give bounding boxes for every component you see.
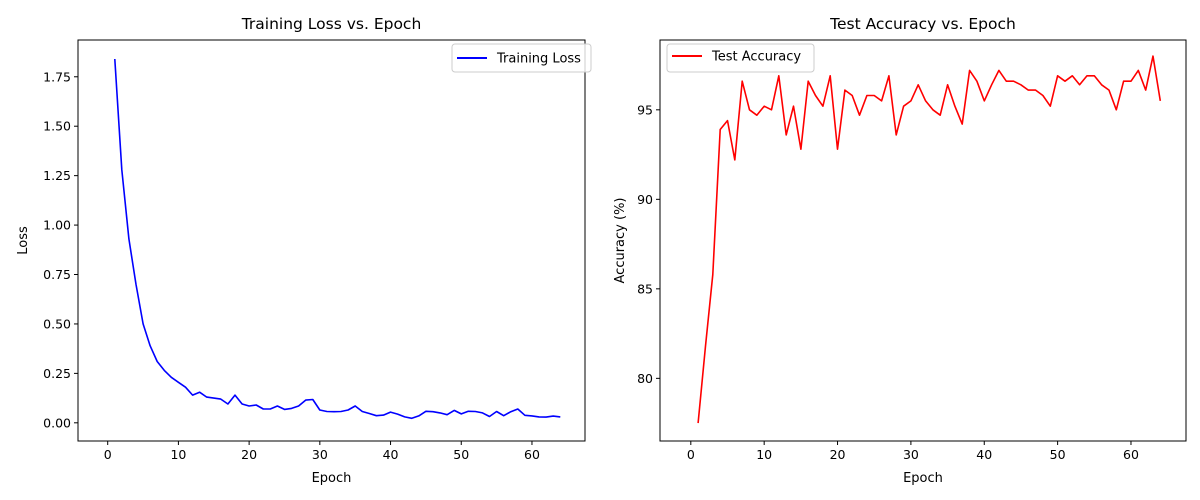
y-tick-label: 1.00	[43, 218, 71, 233]
y-axis-label: Accuracy (%)	[613, 198, 628, 284]
x-tick-label: 0	[687, 447, 695, 462]
x-tick-label: 10	[170, 447, 186, 462]
y-tick-label: 0.25	[43, 366, 71, 381]
y-tick-label: 95	[637, 102, 653, 117]
y-axis-label: Loss	[16, 226, 31, 255]
y-tick-label: 0.00	[43, 415, 71, 430]
test-accuracy-chart: 0 10 20 30 40 50 60 80 85 90 95 Test Accuracy vs. …	[613, 15, 1187, 486]
y-tick-label: 0.50	[43, 316, 71, 331]
chart-title: Test Accuracy vs. Epoch	[829, 15, 1016, 33]
series-line	[114, 58, 561, 420]
series-layer	[114, 58, 561, 420]
y-tick-label: 85	[637, 281, 653, 296]
chart-title: Training Loss vs. Epoch	[241, 15, 422, 33]
x-tick-label: 60	[1123, 447, 1139, 462]
y-tick-label: 90	[637, 192, 653, 207]
legend-box	[666, 43, 815, 73]
axis-ticks: 0 10 20 30 40 50 60 80 85 90 95	[637, 102, 1139, 462]
x-axis-label: Epoch	[312, 471, 352, 486]
plot-area	[78, 40, 585, 441]
training-loss-chart: 0 10 20 30 40 50 60 0.00 0.25 0.50 0.75 1.00 1.25 1.5…	[16, 15, 592, 486]
axis-ticks: 0 10 20 30 40 50 60 0.00 0.25 0.50 0.75 1.00 1.25 1.5…	[43, 69, 540, 462]
legend-label: Test Accuracy	[711, 50, 801, 65]
x-tick-label: 40	[976, 447, 992, 462]
x-tick-label: 50	[453, 447, 469, 462]
series-layer	[697, 55, 1162, 424]
y-tick-label: 80	[637, 371, 653, 386]
x-tick-label: 20	[241, 447, 257, 462]
y-tick-label: 1.25	[43, 168, 71, 183]
legend-box	[451, 43, 592, 73]
x-tick-label: 50	[1050, 447, 1066, 462]
y-tick-label: 0.75	[43, 267, 71, 282]
x-tick-label: 30	[903, 447, 919, 462]
series-line	[697, 55, 1162, 424]
x-tick-label: 20	[830, 447, 846, 462]
x-tick-label: 40	[383, 447, 399, 462]
legend: Training Loss	[451, 43, 592, 73]
plot-frame	[659, 39, 1187, 442]
x-tick-label: 10	[756, 447, 772, 462]
x-tick-label: 60	[524, 447, 540, 462]
y-tick-label: 1.75	[43, 69, 71, 84]
plot-frame	[77, 39, 586, 442]
x-tick-label: 0	[104, 447, 112, 462]
legend-label: Training Loss	[496, 52, 581, 67]
x-tick-label: 30	[312, 447, 328, 462]
x-axis-label: Epoch	[903, 471, 943, 486]
plot-area	[660, 40, 1186, 441]
legend: Test Accuracy	[666, 43, 815, 73]
y-tick-label: 1.50	[43, 119, 71, 134]
